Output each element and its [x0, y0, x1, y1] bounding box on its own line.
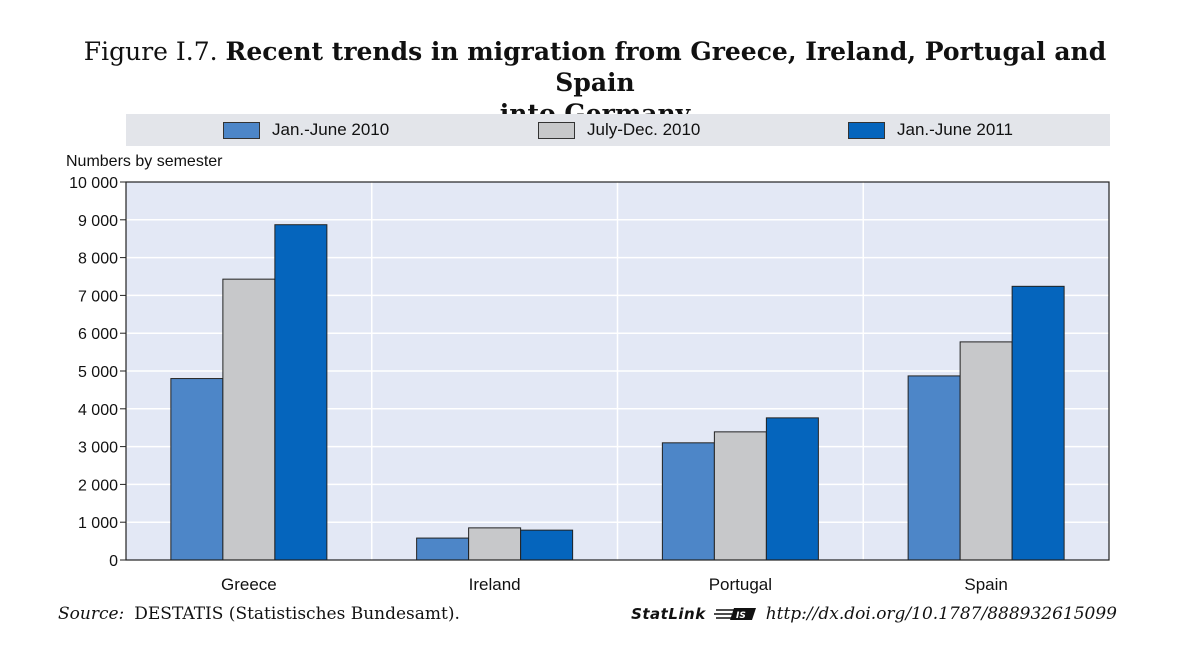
source-note: Source: DESTATIS (Statistisches Bundesamt… [58, 604, 460, 624]
legend-item-series-2: July-Dec. 2010 [538, 114, 700, 146]
y-tick-label-4: 4 000 [78, 402, 118, 419]
legend-label-series-2: July-Dec. 2010 [587, 120, 701, 139]
bar-spain-series-3 [1011, 285, 1065, 561]
bar-ireland-series-2 [468, 527, 522, 561]
source-label: Source: [58, 604, 125, 624]
bar-portugal-series-2 [713, 431, 767, 561]
plot-frame [125, 181, 1110, 561]
statlink: StatLink IS http://dx.doi.org/10.1787/88… [631, 604, 1117, 624]
bar-greece-series-2 [222, 278, 276, 561]
legend-swatch-series-3 [848, 121, 885, 139]
doi-link[interactable]: http://dx.doi.org/10.1787/888932615099 [765, 604, 1117, 624]
statlink-label: StatLink [631, 605, 706, 623]
legend-label-series-3: Jan.-June 2011 [897, 120, 1013, 139]
bar-greece-series-1 [170, 378, 224, 561]
legend-swatch-series-2 [538, 121, 575, 139]
bar-greece-series-3 [274, 224, 328, 561]
y-tick-label-10: 10 000 [69, 175, 118, 192]
y-tick-label-9: 9 000 [78, 213, 118, 230]
y-tick-label-0: 0 [109, 553, 118, 570]
figure-number: Figure I.7. [83, 37, 218, 66]
bar-spain-series-2 [959, 341, 1013, 561]
legend-item-series-1: Jan.-June 2010 [223, 114, 389, 146]
chart-title: Figure I.7. Recent trends in migration f… [60, 36, 1130, 129]
statlink-logo-icon: IS [713, 608, 756, 621]
chart-legend: Jan.-June 2010 July-Dec. 2010 Jan.-June … [126, 114, 1110, 146]
y-tick-label-6: 6 000 [78, 326, 118, 343]
x-tick-label-ireland: Ireland [469, 575, 521, 594]
bar-portugal-series-1 [661, 442, 715, 561]
legend-item-series-3: Jan.-June 2011 [848, 114, 1013, 146]
bar-portugal-series-3 [765, 417, 819, 561]
y-tick-label-7: 7 000 [78, 288, 118, 305]
y-tick-label-8: 8 000 [78, 251, 118, 268]
x-tick-label-greece: Greece [221, 575, 277, 594]
source-text: DESTATIS (Statistisches Bundesamt). [134, 604, 460, 624]
y-tick-label-1: 1 000 [78, 515, 118, 532]
bar-spain-series-1 [907, 375, 961, 561]
y-tick-label-5: 5 000 [78, 364, 118, 381]
legend-swatch-series-1 [223, 121, 260, 139]
title-line-1: Recent trends in migration from Greece, … [225, 37, 1107, 97]
y-tick-label-2: 2 000 [78, 477, 118, 494]
x-tick-label-portugal: Portugal [709, 575, 772, 594]
svg-text:IS: IS [736, 611, 746, 621]
bar-ireland-series-1 [416, 537, 470, 561]
x-tick-label-spain: Spain [964, 575, 1007, 594]
y-axis-label: Numbers by semester [66, 153, 223, 170]
bar-ireland-series-3 [520, 529, 574, 561]
y-tick-label-3: 3 000 [78, 440, 118, 457]
legend-label-series-1: Jan.-June 2010 [272, 120, 390, 139]
